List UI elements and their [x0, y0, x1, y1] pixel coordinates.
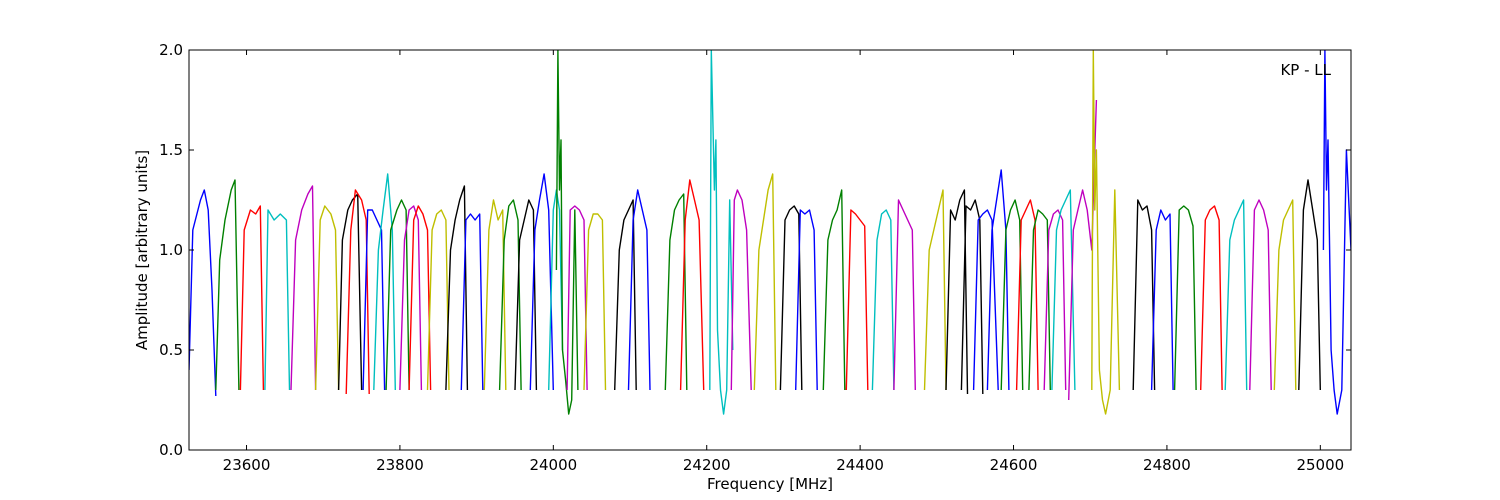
- series-line-54: [1224, 199, 1248, 391]
- y-tick-label-1: 0.0: [159, 441, 183, 459]
- series-line-30: [730, 189, 752, 391]
- series-line-24: [583, 213, 607, 391]
- y-tick-label-5: 2.0: [159, 41, 183, 59]
- x-tick-label-2: 23800: [376, 456, 424, 474]
- series-line-29: [709, 50, 734, 415]
- series-layer: [189, 50, 1351, 415]
- series-line-14: [426, 209, 450, 391]
- y-tick-label-4: 1.5: [159, 141, 183, 159]
- series-line-20: [529, 173, 554, 391]
- series-line-55: [1249, 199, 1272, 391]
- series-line-2: [215, 179, 240, 391]
- plot-annotation: KP - LL: [1280, 61, 1331, 79]
- series-line-11: [385, 199, 410, 391]
- series-line-22: [555, 50, 579, 415]
- series-line-46: [1043, 209, 1067, 391]
- series-line-6: [314, 205, 340, 391]
- series-line-51: [1150, 209, 1174, 391]
- series-line-47: [1051, 189, 1076, 391]
- series-line-23: [566, 205, 588, 391]
- series-line-18: [498, 199, 522, 391]
- series-line-42: [986, 169, 1010, 391]
- series-line-21: [548, 189, 564, 391]
- series-line-10: [373, 173, 396, 391]
- x-axis: 23600 23800 24000 24200 24400 24600 24800 25000: [223, 50, 1344, 474]
- series-line-41: [972, 209, 999, 391]
- series-line-26: [627, 189, 651, 391]
- series-line-27: [664, 193, 688, 391]
- series-line-50: [1132, 199, 1156, 391]
- series-line-19: [514, 199, 538, 391]
- series-line-58: [1322, 50, 1351, 415]
- x-tick-label-3: 24000: [529, 456, 577, 474]
- y-tick-label-2: 0.5: [159, 341, 183, 359]
- series-line-49: [1091, 50, 1121, 415]
- series-line-34: [822, 189, 846, 391]
- y-axis: 0.0 0.5 1.0 1.5 2.0: [159, 41, 1351, 459]
- series-line-33: [795, 209, 818, 391]
- series-line-52: [1173, 205, 1197, 391]
- x-axis-label: Frequency [MHz]: [707, 475, 833, 493]
- series-line-37: [893, 199, 916, 391]
- series-line-4: [264, 209, 291, 391]
- series-line-1: [189, 189, 217, 397]
- series-line-44: [1015, 199, 1039, 391]
- series-line-31: [753, 173, 777, 391]
- y-tick-label-3: 1.0: [159, 241, 183, 259]
- series-line-9: [362, 209, 386, 391]
- series-line-13: [408, 205, 432, 391]
- series-line-16: [460, 213, 484, 391]
- x-tick-label-8: 25000: [1296, 456, 1344, 474]
- series-line-7: [337, 193, 363, 391]
- series-line-57: [1298, 179, 1321, 391]
- series-line-28: [679, 179, 705, 391]
- x-tick-label-6: 24600: [990, 456, 1038, 474]
- x-tick-label-7: 24800: [1143, 456, 1191, 474]
- series-line-5: [290, 185, 317, 391]
- x-tick-label-1: 23600: [223, 456, 271, 474]
- series-line-12: [399, 205, 423, 391]
- series-line-38: [923, 189, 947, 391]
- y-axis-label: Amplitude [arbitrary units]: [133, 150, 151, 350]
- series-line-40: [960, 199, 984, 395]
- series-line-36: [871, 209, 895, 391]
- series-line-35: [845, 209, 869, 391]
- series-line-15: [445, 185, 469, 391]
- series-line-17: [483, 199, 507, 391]
- series-line-25: [614, 199, 637, 391]
- series-line-53: [1200, 205, 1223, 391]
- x-tick-label-5: 24400: [836, 456, 884, 474]
- series-line-3: [239, 205, 265, 391]
- x-tick-label-4: 24200: [683, 456, 731, 474]
- series-line-56: [1273, 199, 1297, 391]
